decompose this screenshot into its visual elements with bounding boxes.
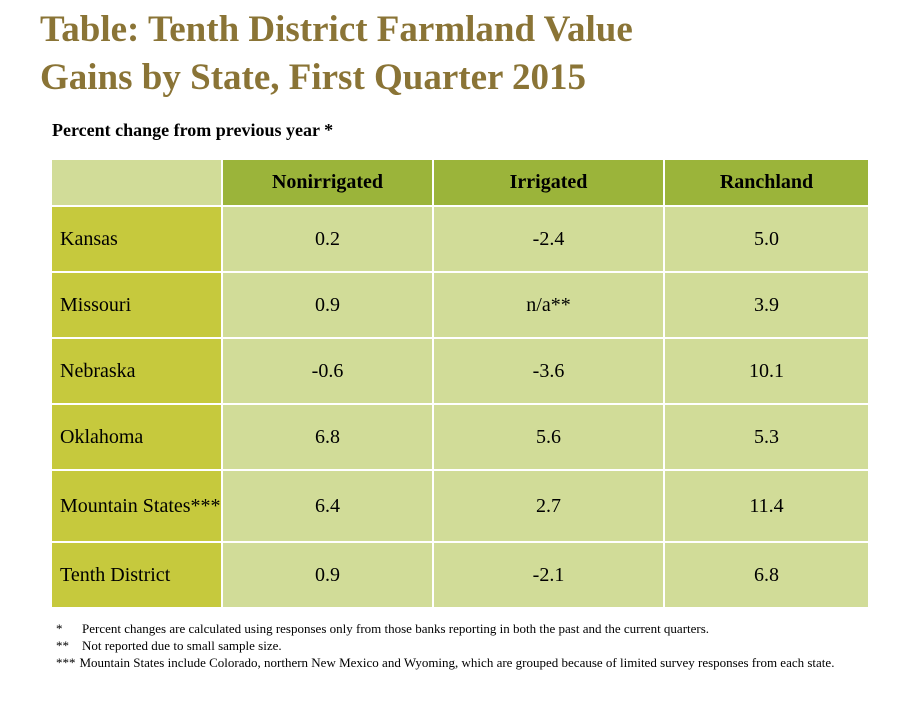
footnote-text: Mountain States include Colorado, northe… — [79, 655, 835, 670]
table-cell: 2.7 — [432, 469, 665, 543]
table-cell: -2.1 — [432, 541, 665, 609]
table-row: Nebraska -0.6 -3.6 10.1 — [50, 337, 870, 405]
footnote: * Percent changes are calculated using r… — [56, 620, 886, 637]
table-cell: 5.6 — [432, 403, 665, 471]
column-header-nonirrigated: Nonirrigated — [221, 158, 434, 207]
table-cell: 10.1 — [663, 337, 870, 405]
table-row: Tenth District 0.9 -2.1 6.8 — [50, 541, 870, 609]
row-label: Oklahoma — [50, 403, 223, 471]
header-row: Nonirrigated Irrigated Ranchland — [50, 158, 870, 207]
table-row: Mountain States*** 6.4 2.7 11.4 — [50, 469, 870, 543]
table-cell: 5.3 — [663, 403, 870, 471]
corner-cell — [50, 158, 223, 207]
column-header-irrigated: Irrigated — [432, 158, 665, 207]
table-cell: n/a** — [432, 271, 665, 339]
table-cell: -0.6 — [221, 337, 434, 405]
table-subtitle: Percent change from previous year * — [52, 120, 334, 140]
row-label: Nebraska — [50, 337, 223, 405]
footnotes: * Percent changes are calculated using r… — [56, 620, 886, 671]
row-label: Tenth District — [50, 541, 223, 609]
title-line-2: Gains by State, First Quarter 2015 — [40, 57, 587, 98]
table-cell: 3.9 — [663, 271, 870, 339]
table-cell: 6.8 — [663, 541, 870, 609]
title-line-1: Table: Tenth District Farmland Value — [40, 9, 633, 50]
table-cell: 6.4 — [221, 469, 434, 543]
footnote: ** Not reported due to small sample size… — [56, 637, 886, 654]
page-title: Table: Tenth District Farmland Value Gai… — [40, 6, 880, 102]
footnote-text: Percent changes are calculated using res… — [82, 621, 710, 636]
footnote: *** Mountain States include Colorado, no… — [56, 654, 886, 671]
table-cell: 0.2 — [221, 205, 434, 273]
row-label: Mountain States*** — [50, 469, 223, 543]
table-row: Missouri 0.9 n/a** 3.9 — [50, 271, 870, 339]
farmland-value-table: Nonirrigated Irrigated Ranchland Kansas … — [50, 158, 870, 609]
table-cell: 0.9 — [221, 271, 434, 339]
table-cell: -3.6 — [432, 337, 665, 405]
footnote-text: Not reported due to small sample size. — [82, 638, 282, 653]
row-label: Missouri — [50, 271, 223, 339]
table-cell: -2.4 — [432, 205, 665, 273]
table-cell: 6.8 — [221, 403, 434, 471]
footnote-mark: ** — [56, 638, 69, 653]
column-header-ranchland: Ranchland — [663, 158, 870, 207]
footnote-mark: *** — [56, 655, 76, 670]
table-cell: 11.4 — [663, 469, 870, 543]
footnote-mark: * — [56, 621, 63, 636]
table-row: Kansas 0.2 -2.4 5.0 — [50, 205, 870, 273]
table-cell: 0.9 — [221, 541, 434, 609]
row-label: Kansas — [50, 205, 223, 273]
table-cell: 5.0 — [663, 205, 870, 273]
table-row: Oklahoma 6.8 5.6 5.3 — [50, 403, 870, 471]
